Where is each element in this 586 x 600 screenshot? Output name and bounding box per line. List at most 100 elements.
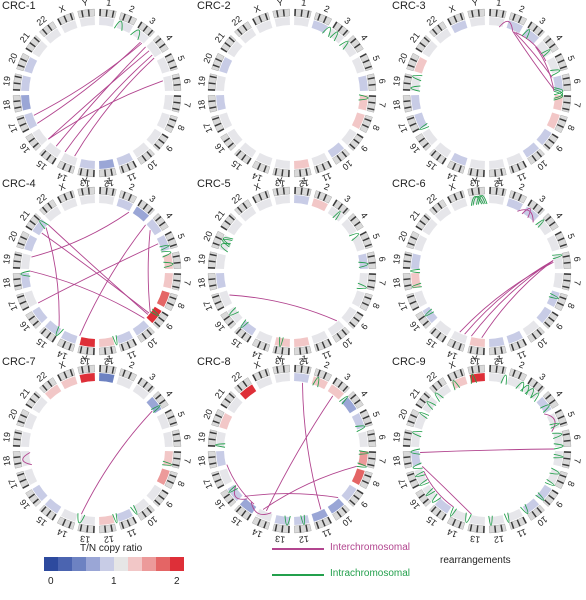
chromosome-label: 1 bbox=[106, 0, 112, 8]
cytoband-stripe bbox=[264, 191, 269, 199]
copy-number-segment bbox=[163, 95, 173, 111]
cytoband-stripe bbox=[459, 13, 464, 21]
cytoband-stripe bbox=[362, 59, 370, 64]
cytoband-stripe bbox=[510, 165, 515, 173]
cytoband-stripe bbox=[489, 365, 492, 373]
cytoband-stripe bbox=[223, 493, 230, 499]
cytoband-stripe bbox=[501, 188, 505, 196]
chromosome-ideogram bbox=[415, 311, 432, 329]
cytoband-stripe bbox=[19, 478, 27, 483]
copy-number-segment bbox=[163, 273, 173, 289]
interchromosomal-link bbox=[262, 465, 357, 510]
chromosome-ideogram bbox=[446, 338, 466, 352]
cytoband-stripe bbox=[349, 321, 356, 328]
panel-title: CRC-1 bbox=[2, 0, 36, 12]
cytoband-stripe bbox=[227, 498, 234, 505]
cytoband-stripe bbox=[137, 377, 143, 385]
copy-number-segment bbox=[116, 508, 134, 522]
chromosome-label: 10 bbox=[340, 514, 354, 528]
chromosome-ideogram bbox=[272, 186, 290, 197]
cytoband-stripe bbox=[209, 75, 217, 79]
copy-number-segment bbox=[351, 234, 365, 252]
chromosome-label: 12 bbox=[103, 534, 114, 545]
copy-number-segment bbox=[79, 17, 95, 27]
chromosome-ideogram bbox=[359, 114, 373, 134]
intrachromosomal-link bbox=[215, 443, 226, 448]
copy-number-segment bbox=[411, 95, 421, 111]
cytoband-stripe bbox=[512, 13, 516, 21]
chromosome-label: 12 bbox=[298, 178, 309, 189]
copy-number-segment bbox=[79, 195, 95, 205]
cytoband-stripe bbox=[300, 9, 303, 17]
chromosome-ideogram bbox=[12, 451, 23, 469]
chromosome-label: 7 bbox=[182, 102, 193, 108]
chromosome-ideogram bbox=[220, 489, 237, 507]
chromosome-label: 10 bbox=[340, 336, 354, 350]
intrachromosomal-link bbox=[410, 268, 421, 274]
copy-number-segment bbox=[553, 75, 563, 91]
copy-number-segment bbox=[311, 152, 329, 166]
copy-number-segment bbox=[32, 396, 48, 414]
cytoband-stripe bbox=[556, 123, 564, 129]
cytoband-stripe bbox=[235, 328, 242, 335]
chromosome-label: 6 bbox=[182, 256, 193, 262]
copy-number-segment bbox=[24, 56, 38, 74]
interchromosomal-link bbox=[521, 207, 531, 219]
intrachromosomal-link bbox=[150, 405, 161, 413]
cytoband-stripe bbox=[13, 82, 21, 85]
interchromosomal-link bbox=[48, 50, 150, 140]
cytoband-stripe bbox=[137, 21, 143, 29]
chromosome-label: 10 bbox=[340, 158, 354, 172]
cytoband-stripe bbox=[559, 474, 567, 478]
chromosome-label: 6 bbox=[182, 78, 193, 84]
cytoband-stripe bbox=[87, 9, 90, 17]
chromosome-label: 11 bbox=[321, 171, 333, 184]
cytoband-stripe bbox=[29, 41, 36, 48]
chromosome-ideogram bbox=[366, 73, 377, 91]
cytoband-stripe bbox=[68, 343, 72, 351]
cytoband-stripe bbox=[332, 377, 338, 385]
cytoband-stripe bbox=[14, 106, 22, 109]
intrachromosomal-link bbox=[553, 89, 564, 99]
cytoband-stripe bbox=[111, 10, 115, 18]
copy-number-segment bbox=[99, 373, 115, 383]
cytoband-stripe bbox=[407, 294, 415, 299]
intrachromosomal-link bbox=[472, 195, 484, 206]
copy-number-segment bbox=[60, 376, 78, 390]
cytoband-stripe bbox=[563, 261, 571, 264]
chromosome-label: 16 bbox=[408, 497, 422, 511]
cytoband-stripe bbox=[531, 155, 537, 162]
chromosome-ideogram bbox=[171, 429, 182, 447]
chromosome-label: 20 bbox=[201, 408, 214, 421]
copy-number-segment bbox=[255, 20, 273, 34]
cytoband-stripe bbox=[147, 385, 154, 392]
chromosome-label: 5 bbox=[565, 232, 576, 240]
cytoband-stripe bbox=[132, 160, 137, 168]
intrachromosomal-link bbox=[553, 453, 564, 459]
cytoband-stripe bbox=[549, 221, 556, 227]
chromosome-label: 15 bbox=[230, 158, 244, 172]
intrachromosomal-link bbox=[552, 432, 563, 439]
cytoband-stripe bbox=[527, 199, 533, 207]
chromosome-label: 13 bbox=[275, 356, 286, 367]
copy-number-segment bbox=[553, 451, 563, 467]
intrachromosomal-link bbox=[488, 515, 493, 526]
chromosome-ideogram bbox=[542, 35, 559, 53]
copy-number-segment bbox=[327, 28, 345, 44]
chromosome-label: Y bbox=[471, 175, 478, 186]
chromosome-ideogram bbox=[171, 73, 182, 91]
cytoband-stripe bbox=[215, 235, 223, 241]
chromosome-ideogram bbox=[152, 391, 169, 409]
cytoband-stripe bbox=[173, 83, 181, 86]
chromosome-label: 7 bbox=[182, 280, 193, 286]
interchromosomal-link bbox=[517, 209, 534, 223]
cytoband-stripe bbox=[51, 513, 57, 521]
chromosome-label: 14 bbox=[446, 527, 459, 540]
cytoband-stripe bbox=[471, 188, 474, 196]
interchromosomal-link bbox=[420, 448, 555, 453]
copy-number-segment bbox=[422, 128, 438, 146]
cytoband-stripe bbox=[142, 25, 149, 32]
